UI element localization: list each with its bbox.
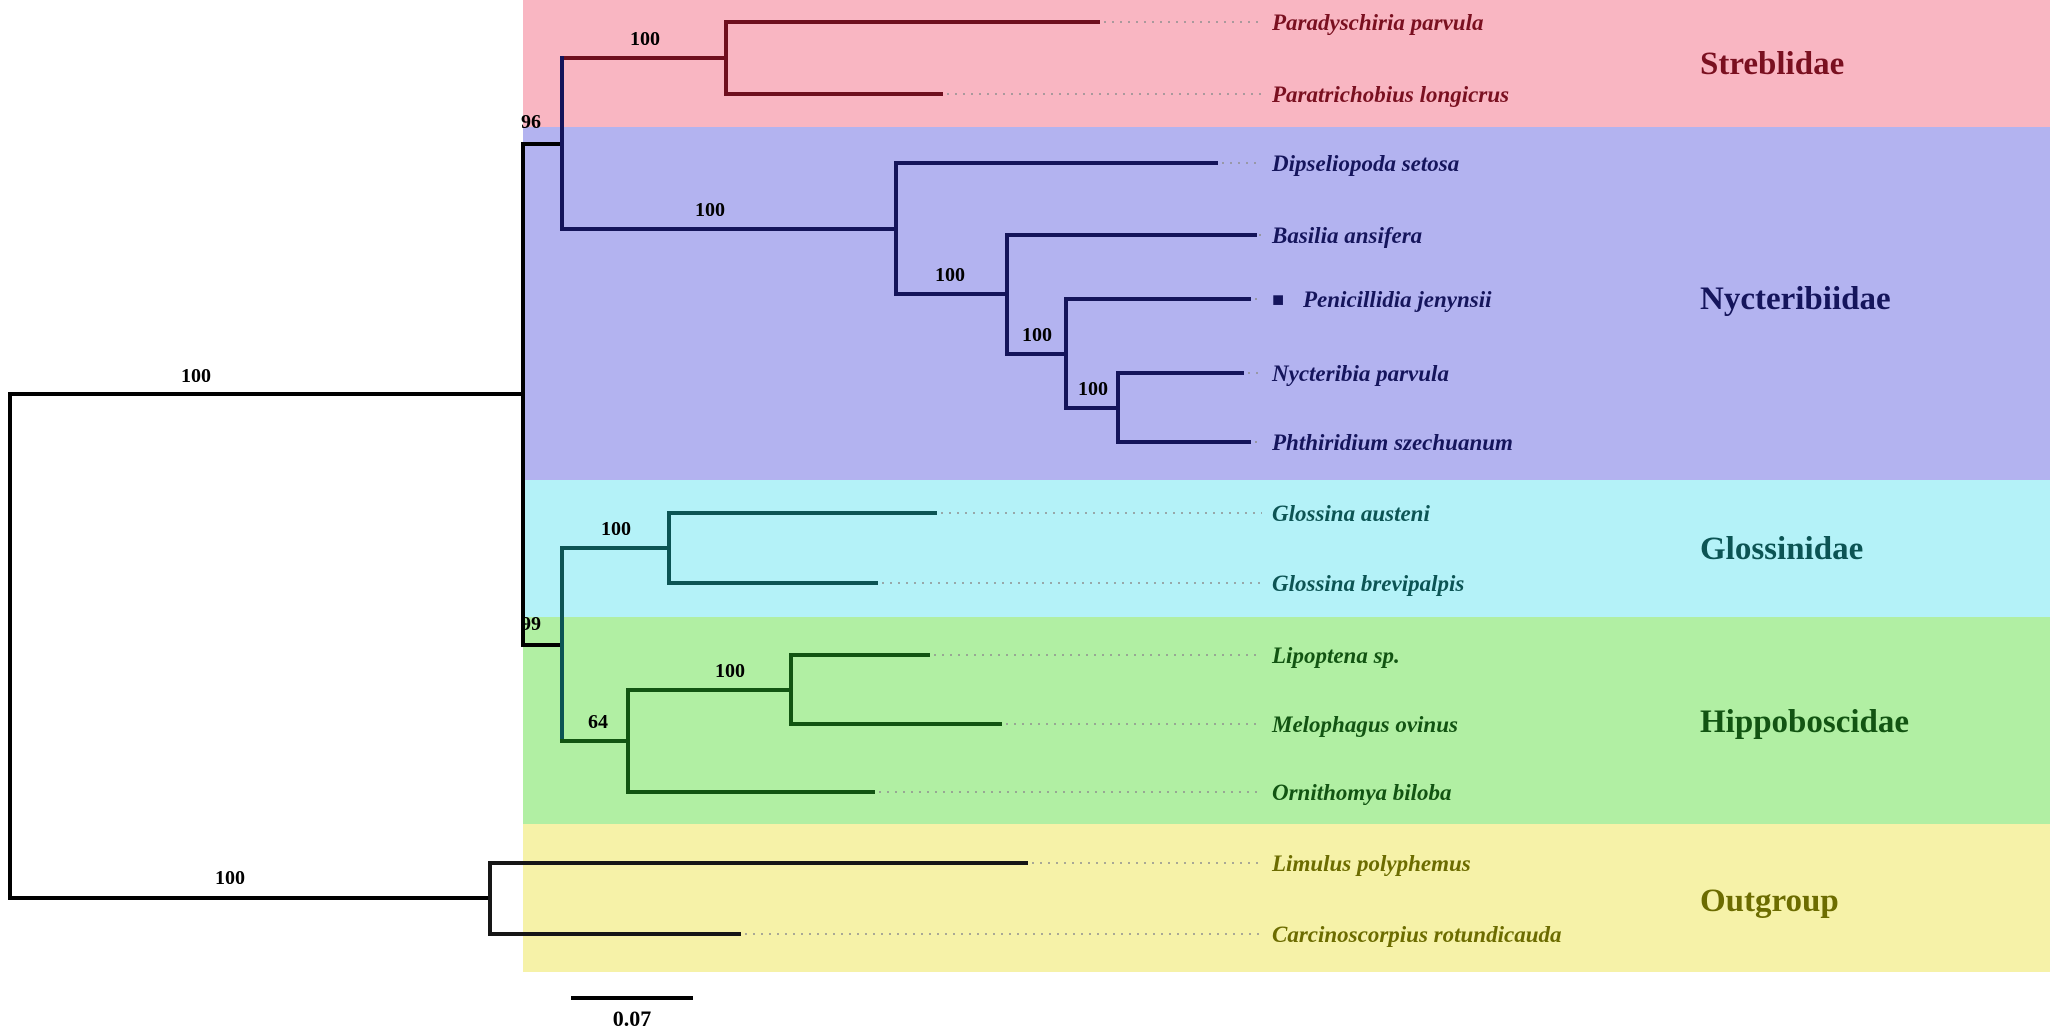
family-label-streblidae: Streblidae <box>1700 46 1844 82</box>
support-value: 100 <box>1022 324 1052 346</box>
species-label: Basilia ansifera <box>1271 223 1422 248</box>
support-value: 100 <box>630 28 660 50</box>
support-value: 100 <box>601 518 631 540</box>
band-glossinidae <box>523 480 2050 617</box>
support-value: 100 <box>695 199 725 221</box>
outgroup-branches <box>488 861 1028 936</box>
support-value: 100 <box>181 365 211 387</box>
support-value: 100 <box>215 867 245 889</box>
support-value: 99 <box>521 613 541 635</box>
species-label: Penicillidia jenynsii <box>1302 287 1492 312</box>
species-label: Limulus polyphemus <box>1271 851 1471 876</box>
band-nycteribiidae <box>523 127 2050 480</box>
support-value: 100 <box>1078 378 1108 400</box>
family-label-hippoboscidae: Hippoboscidae <box>1700 704 1909 740</box>
glossinidae-branches <box>560 511 937 743</box>
scale-bar-label: 0.07 <box>613 1006 652 1031</box>
support-value: 64 <box>588 711 608 733</box>
species-label: Dipseliopoda setosa <box>1271 151 1459 176</box>
species-label: Ornithomya biloba <box>1272 780 1452 805</box>
support-labels: 100 100 96 99 100 100 100 100 100 100 64… <box>181 28 1108 889</box>
species-label: Paradyschiria parvula <box>1271 10 1483 35</box>
species-label: Melophagus ovinus <box>1271 712 1458 737</box>
family-bands <box>523 0 2050 972</box>
species-labels: Paradyschiria parvula Paratrichobius lon… <box>1271 10 1562 947</box>
hippoboscidae-branches <box>560 653 1002 794</box>
family-labels: Streblidae Nycteribiidae Glossinidae Hip… <box>1700 46 1909 919</box>
band-hippoboscidae <box>523 617 2050 824</box>
species-label: Lipoptena sp. <box>1271 643 1400 668</box>
species-label: Phthiridium szechuanum <box>1271 430 1513 455</box>
species-label: Paratrichobius longicrus <box>1271 82 1509 107</box>
family-label-outgroup: Outgroup <box>1700 883 1839 919</box>
support-value: 100 <box>715 660 745 682</box>
species-label: Nycteribia parvula <box>1271 361 1449 386</box>
family-label-glossinidae: Glossinidae <box>1700 531 1863 567</box>
species-label: Carcinoscorpius rotundicauda <box>1272 922 1562 947</box>
sequenced-sample-marker-icon: ■ <box>1272 289 1284 311</box>
species-label: Glossina brevipalpis <box>1272 571 1464 596</box>
species-label: Glossina austeni <box>1272 501 1430 526</box>
nycteribiidae-branches <box>560 56 1257 444</box>
support-value: 100 <box>935 264 965 286</box>
family-label-nycteribiidae: Nycteribiidae <box>1700 281 1891 317</box>
leader-lines <box>745 21 1262 935</box>
streblidae-branches <box>560 20 1100 96</box>
root-and-backbone-branches <box>8 142 564 900</box>
band-outgroup <box>523 824 2050 972</box>
scale-bar: 0.07 <box>571 996 693 1031</box>
support-value: 96 <box>521 111 541 133</box>
